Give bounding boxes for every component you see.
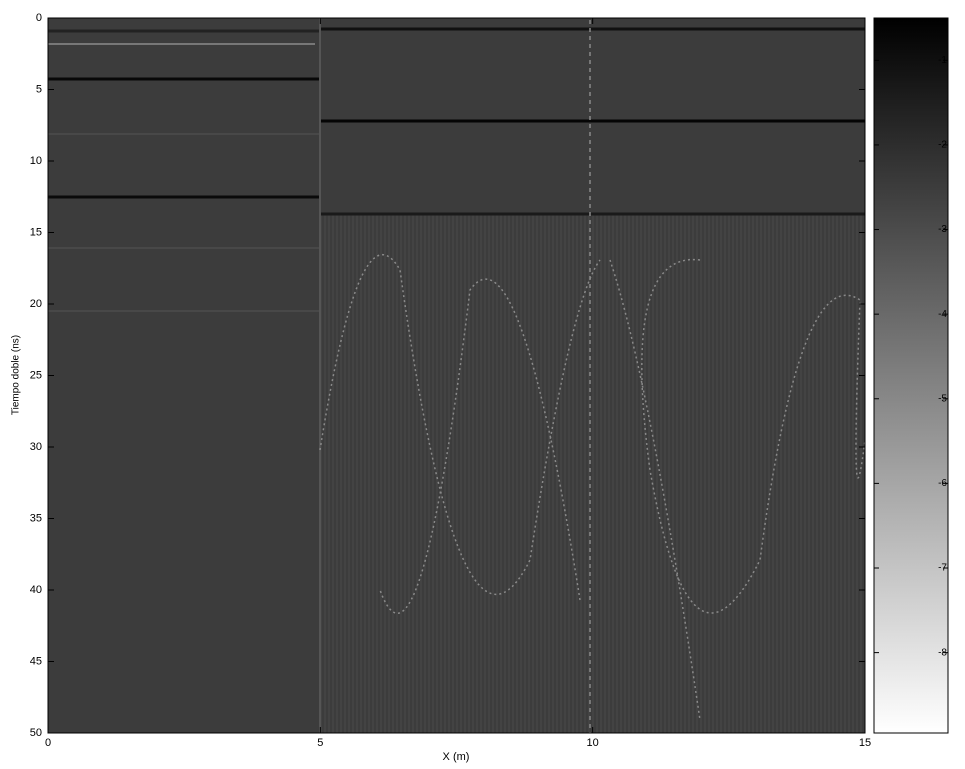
y-tick-label: 30	[30, 441, 42, 453]
y-tick-label: 5	[36, 83, 42, 95]
x-tick-label: 10	[587, 737, 599, 749]
colorbar-tick-label: -4	[938, 309, 947, 320]
y-tick-label: 50	[30, 727, 42, 739]
colorbar-tick-label: -7	[938, 563, 947, 574]
x-tick-label: 5	[317, 737, 323, 749]
x-tick-label: 0	[45, 737, 51, 749]
colorbar-tick-label: -1	[938, 55, 947, 66]
y-tick-label: 10	[30, 155, 42, 167]
diffractions	[319, 20, 866, 733]
x-axis-label: X (m)	[443, 751, 470, 763]
x-tick-label: 15	[859, 737, 871, 749]
colorbar	[873, 17, 949, 734]
colorbar-tick-label: -3	[938, 224, 947, 235]
y-tick-label: 20	[30, 298, 42, 310]
radargram-image	[48, 18, 866, 733]
diffraction	[379, 278, 581, 614]
colorbar-tick-label: -2	[938, 140, 947, 151]
y-axis-label: Tiempo doble (ns)	[11, 335, 22, 415]
diffraction	[609, 259, 701, 721]
colorbar-tick-label: -8	[938, 647, 947, 658]
y-tick-label: 40	[30, 584, 42, 596]
y-tick-label: 35	[30, 512, 42, 524]
colorbar-tick-label: -6	[938, 478, 947, 489]
y-tick-label: 25	[30, 369, 42, 381]
colorbar-tick-label: -5	[938, 393, 947, 404]
reflectors	[48, 18, 865, 733]
diffraction	[319, 254, 601, 596]
y-tick-label: 15	[30, 226, 42, 238]
y-tick-label: 0	[36, 12, 42, 24]
y-tick-label: 45	[30, 655, 42, 667]
image-texture	[320, 215, 865, 733]
